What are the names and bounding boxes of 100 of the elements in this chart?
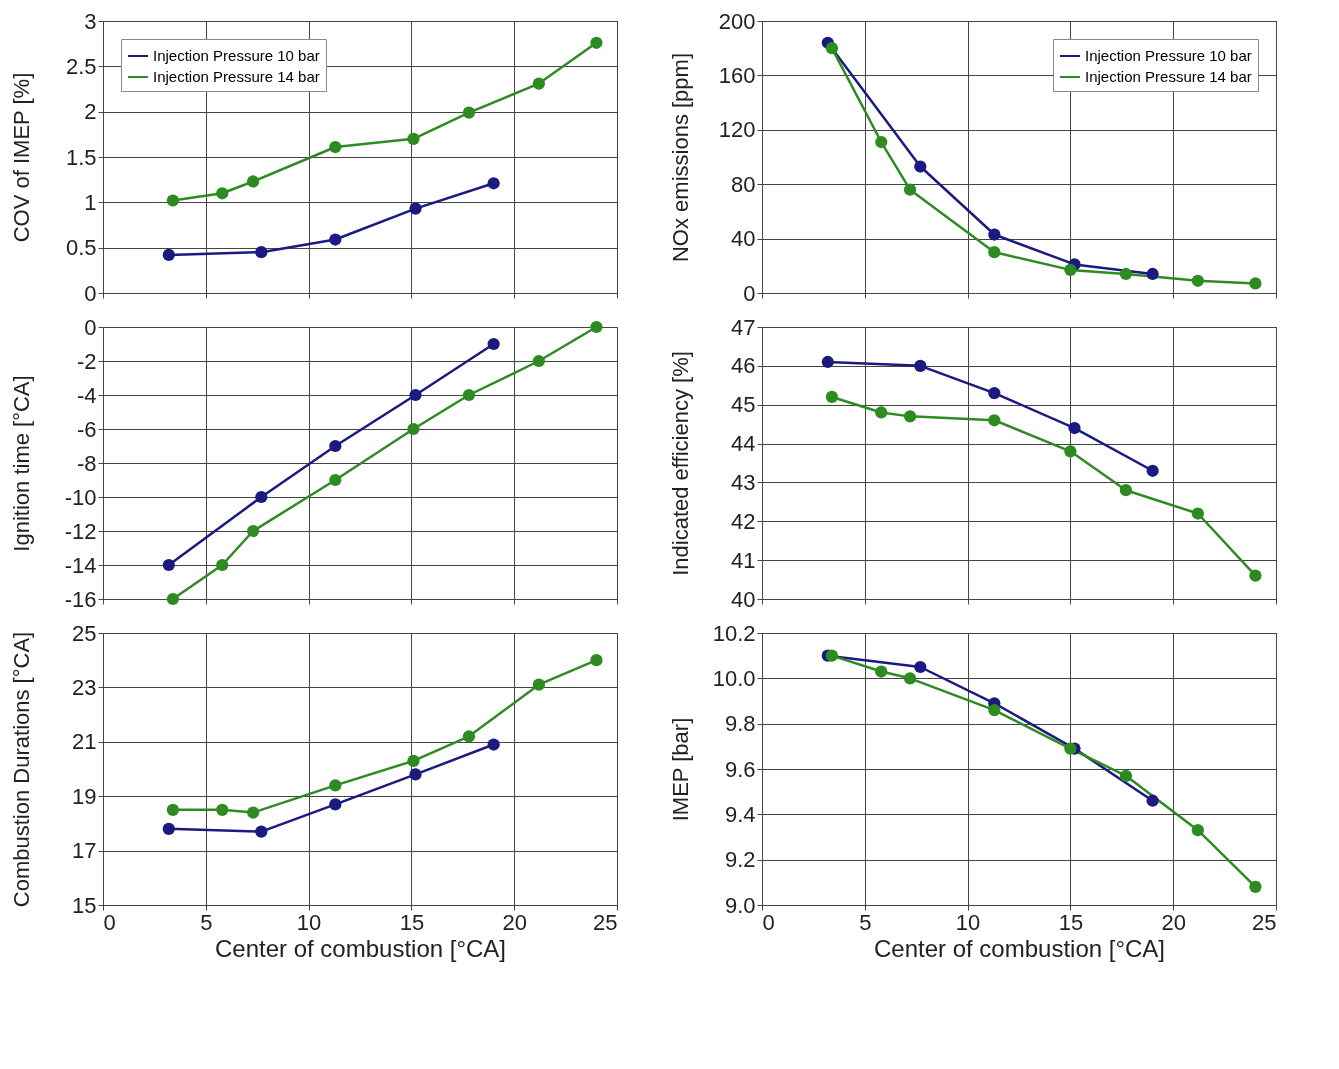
point (462, 106, 476, 119)
y-tick-label: 80 (731, 171, 756, 197)
x-tick-label: 15 (1058, 909, 1084, 935)
x-tick-label: 15 (399, 909, 425, 935)
point (1191, 507, 1204, 520)
point (1146, 464, 1159, 477)
point (825, 390, 839, 404)
point (329, 473, 342, 487)
y-tick-label: 0 (84, 280, 97, 306)
point (329, 140, 342, 154)
point (875, 135, 888, 149)
x-tick-label: 10 (296, 909, 322, 935)
y-tick-label: 9.8 (724, 711, 756, 737)
y-tick-label: 1 (84, 189, 97, 215)
y-axis-title: IMEP [bar] (667, 717, 693, 822)
x-tick-label: 25 (1252, 909, 1277, 935)
y-tick-label: -10 (64, 484, 97, 510)
y-tick-label: 9.4 (724, 801, 756, 827)
y-tick-label: 21 (72, 729, 97, 755)
point (590, 36, 603, 49)
y-tick-label: 2.5 (65, 53, 97, 79)
point (255, 246, 268, 259)
y-tick-label: 9.6 (724, 756, 756, 782)
y-axis-title: Indicated efficiency [%] (667, 351, 693, 576)
point (1146, 267, 1159, 281)
y-tick-label: 2 (84, 99, 97, 125)
legend-label: Injection Pressure 10 bar (153, 47, 320, 64)
y-tick-label: -8 (76, 450, 97, 476)
y-tick-label: 40 (731, 226, 756, 252)
point (329, 439, 342, 453)
y-axis-title: COV of IMEP [%] (8, 72, 34, 243)
y-tick-label: 43 (731, 469, 756, 495)
point (409, 202, 422, 215)
y-tick-label: 15 (72, 892, 97, 918)
y-tick-label: 200 (718, 8, 756, 34)
y-tick-label: 42 (731, 508, 756, 534)
y-tick-label: -6 (76, 416, 97, 442)
y-tick-label: 23 (72, 674, 97, 700)
point (407, 422, 420, 436)
y-tick-label: -14 (64, 552, 97, 578)
y-tick-label: 0.5 (65, 235, 97, 261)
point (166, 194, 180, 207)
point (255, 490, 268, 504)
y-tick-label: 0 (743, 280, 756, 306)
y-tick-label: 44 (731, 431, 756, 457)
x-axis-title: Center of combustion [°CA] (214, 934, 507, 962)
point (825, 42, 839, 55)
point (914, 359, 927, 372)
x-tick-label: 5 (859, 909, 872, 935)
y-tick-label: 10.2 (712, 620, 756, 646)
point (246, 175, 260, 188)
y-tick-label: 47 (731, 314, 756, 340)
x-tick-label: 0 (762, 909, 775, 935)
point (1064, 263, 1077, 276)
point (1064, 445, 1077, 458)
y-tick-label: -4 (76, 382, 97, 408)
point (487, 177, 500, 190)
point (166, 592, 180, 606)
y-tick-label: 45 (731, 392, 756, 418)
point (162, 558, 175, 572)
y-axis-title: NOx emissions [ppm] (667, 52, 693, 263)
point (903, 183, 917, 196)
point (1119, 267, 1133, 281)
x-tick-label: 5 (200, 909, 213, 935)
point (1249, 569, 1262, 582)
point (532, 354, 545, 368)
point (988, 246, 1001, 259)
point (1191, 274, 1204, 287)
y-tick-label: -16 (64, 586, 97, 612)
y-tick-label: 19 (72, 783, 97, 809)
y-tick-label: 40 (731, 586, 756, 612)
y-tick-label: 1.5 (65, 144, 97, 170)
point (216, 558, 229, 572)
point (988, 228, 1001, 241)
point (409, 388, 422, 402)
point (1119, 484, 1133, 497)
x-tick-label: 10 (955, 909, 981, 935)
point (246, 524, 260, 538)
point (821, 355, 834, 369)
point (487, 337, 500, 351)
point (216, 187, 229, 200)
point (988, 386, 1001, 400)
y-tick-label: 25 (72, 620, 97, 646)
point (162, 248, 175, 262)
y-tick-label: 120 (718, 117, 756, 143)
y-tick-label: 17 (72, 838, 97, 864)
legend-label: Injection Pressure 14 bar (1085, 68, 1252, 85)
point (903, 410, 917, 423)
y-tick-label: -2 (76, 348, 97, 374)
x-axis-title: Center of combustion [°CA] (873, 934, 1166, 962)
point (329, 233, 342, 246)
x-tick-label: 20 (1161, 909, 1186, 935)
y-tick-label: 3 (84, 8, 97, 34)
y-tick-label: -12 (64, 518, 97, 544)
x-tick-label: 20 (502, 909, 527, 935)
y-axis-title: Combustion Durations [°CA] (8, 631, 34, 908)
legend-label: Injection Pressure 14 bar (153, 68, 320, 85)
y-tick-label: 9.2 (724, 847, 756, 873)
legend-label: Injection Pressure 10 bar (1085, 47, 1252, 64)
point (988, 414, 1001, 427)
